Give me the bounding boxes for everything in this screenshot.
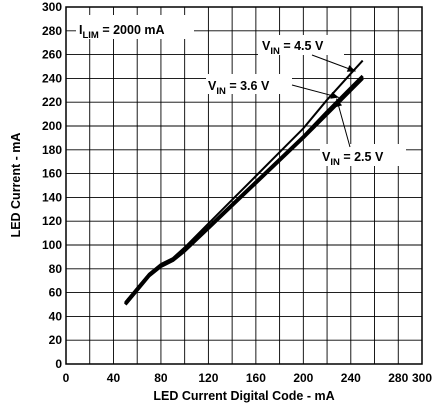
y-tick-label: 200 [42,119,62,133]
annotation-ilim: ILIM = 2000 mA [79,23,165,41]
x-tick-label: 240 [341,371,361,385]
y-tick-label: 40 [49,309,63,323]
y-tick-label: 280 [42,24,62,38]
annotation-background [206,74,292,94]
annotation-vin-3-6: VIN = 3.6 V [208,79,270,97]
y-tick-label: 240 [42,71,62,85]
x-tick-label: 40 [107,371,121,385]
y-tick-label: 100 [42,238,62,252]
y-tick-label: 80 [49,262,63,276]
y-tick-label: 160 [42,167,62,181]
annotation-vin-4-5: VIN = 4.5 V [262,39,324,57]
y-tick-label: 20 [49,333,63,347]
annotation-arrowhead [335,98,343,108]
x-axis-label: LED Current Digital Code - mA [153,389,334,403]
series-lines [124,59,364,306]
x-tick-label: 160 [246,371,266,385]
y-tick-label: 140 [42,190,62,204]
x-tick-label: 200 [293,371,313,385]
y-tick-label: 300 [42,0,62,14]
annotation-background [76,15,194,39]
plot-frame [65,6,423,365]
y-tick-label: 60 [49,286,63,300]
y-axis-label: LED Current - mA [9,133,23,238]
annotations: ILIM = 2000 mA VIN = 4.5 V VIN = 3.6 V VIN … [76,15,406,168]
y-tick-label: 0 [55,357,62,371]
x-tick-label: 0 [63,371,70,385]
annotation-arrow [336,98,351,148]
x-tick-label: 300 [412,371,432,385]
annotation-vin-2-5: VIN = 2.5 V [322,150,384,168]
y-tick-label: 260 [42,48,62,62]
x-tick-label: 120 [198,371,218,385]
x-tick-label: 280 [388,371,408,385]
annotation-arrowhead [330,92,339,99]
x-tick-label: 80 [154,371,168,385]
tick-labels: 0 40 80 120 160 200 240 280 300 0 20 40 60 80 100 120 14… [42,0,432,385]
y-tick-label: 180 [42,143,62,157]
y-tick-label: 220 [42,95,62,109]
annotation-arrow [291,84,340,98]
series-line [124,77,364,306]
grid [66,7,422,364]
annotation-background [320,144,406,166]
annotation-arrowhead [346,65,356,72]
y-tick-label: 120 [42,214,62,228]
annotation-background [258,35,344,55]
